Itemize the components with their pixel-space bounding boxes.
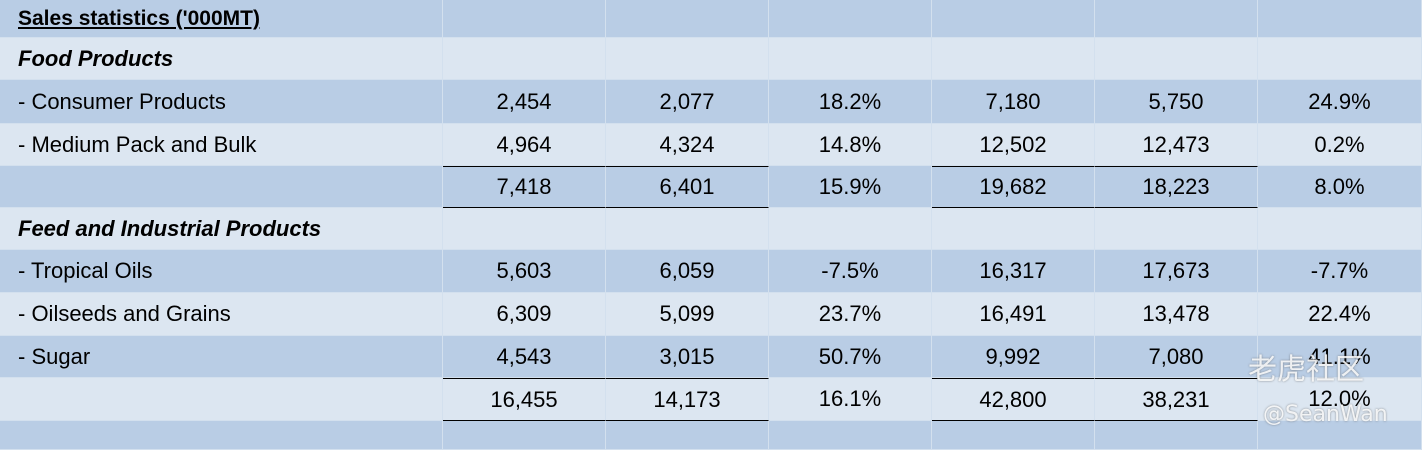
empty-cell: [606, 38, 769, 80]
value-cell: 8.0%: [1258, 166, 1422, 208]
value-cell: 5,750: [1095, 80, 1258, 124]
value-cell: 38,231: [1095, 378, 1258, 421]
value-cell: 7,080: [1095, 336, 1258, 378]
value-cell: 9,992: [932, 336, 1095, 378]
row-label: - Consumer Products: [0, 80, 443, 124]
table-title: Sales statistics ('000MT): [0, 0, 443, 38]
empty-cell: [1258, 38, 1422, 80]
value-cell: 13,478: [1095, 293, 1258, 336]
empty-cell: [606, 421, 769, 450]
value-cell: 7,418: [443, 166, 606, 208]
empty-cell: [1258, 208, 1422, 250]
value-cell: 12,502: [932, 124, 1095, 166]
value-cell: 4,543: [443, 336, 606, 378]
row-label: - Tropical Oils: [0, 250, 443, 293]
value-cell: 12,473: [1095, 124, 1258, 166]
empty-cell: [769, 38, 932, 80]
value-cell: 18.2%: [769, 80, 932, 124]
value-cell: 15.9%: [769, 166, 932, 208]
empty-cell: [606, 208, 769, 250]
value-cell: 14,173: [606, 378, 769, 421]
value-cell: 41.1%: [1258, 336, 1422, 378]
value-cell: 16,317: [932, 250, 1095, 293]
empty-cell: [0, 421, 443, 450]
empty-cell: [1095, 208, 1258, 250]
empty-cell: [1095, 38, 1258, 80]
section-header: Feed and Industrial Products: [0, 208, 443, 250]
empty-cell: [443, 0, 606, 38]
empty-cell: [932, 208, 1095, 250]
value-cell: 16.1%: [769, 378, 932, 421]
empty-cell: [443, 421, 606, 450]
row-label: - Oilseeds and Grains: [0, 293, 443, 336]
value-cell: 3,015: [606, 336, 769, 378]
value-cell: 2,454: [443, 80, 606, 124]
value-cell: 5,603: [443, 250, 606, 293]
empty-cell: [606, 0, 769, 38]
empty-cell: [443, 208, 606, 250]
value-cell: 0.2%: [1258, 124, 1422, 166]
value-cell: 24.9%: [1258, 80, 1422, 124]
value-cell: 16,491: [932, 293, 1095, 336]
empty-cell: [932, 38, 1095, 80]
value-cell: 16,455: [443, 378, 606, 421]
value-cell: 23.7%: [769, 293, 932, 336]
section-header: Food Products: [0, 38, 443, 80]
row-label: - Medium Pack and Bulk: [0, 124, 443, 166]
value-cell: -7.5%: [769, 250, 932, 293]
empty-cell: [769, 421, 932, 450]
empty-cell: [1095, 421, 1258, 450]
value-cell: 6,059: [606, 250, 769, 293]
value-cell: 18,223: [1095, 166, 1258, 208]
value-cell: 50.7%: [769, 336, 932, 378]
value-cell: 42,800: [932, 378, 1095, 421]
empty-cell: [1258, 0, 1422, 38]
watermark-author: @SeanWan: [1263, 402, 1388, 427]
value-cell: 4,964: [443, 124, 606, 166]
value-cell: 5,099: [606, 293, 769, 336]
empty-cell: [932, 0, 1095, 38]
value-cell: 14.8%: [769, 124, 932, 166]
value-cell: 17,673: [1095, 250, 1258, 293]
value-cell: 2,077: [606, 80, 769, 124]
value-cell: 7,180: [932, 80, 1095, 124]
empty-cell: [1095, 0, 1258, 38]
value-cell: 6,401: [606, 166, 769, 208]
empty-cell: [932, 421, 1095, 450]
value-cell: 6,309: [443, 293, 606, 336]
watermark-brand: 老虎社区: [1248, 352, 1365, 386]
empty-cell: [769, 0, 932, 38]
empty-cell: [0, 378, 443, 421]
row-label: - Sugar: [0, 336, 443, 378]
value-cell: 22.4%: [1258, 293, 1422, 336]
value-cell: 19,682: [932, 166, 1095, 208]
empty-cell: [443, 38, 606, 80]
empty-cell: [0, 166, 443, 208]
empty-cell: [769, 208, 932, 250]
value-cell: -7.7%: [1258, 250, 1422, 293]
value-cell: 4,324: [606, 124, 769, 166]
